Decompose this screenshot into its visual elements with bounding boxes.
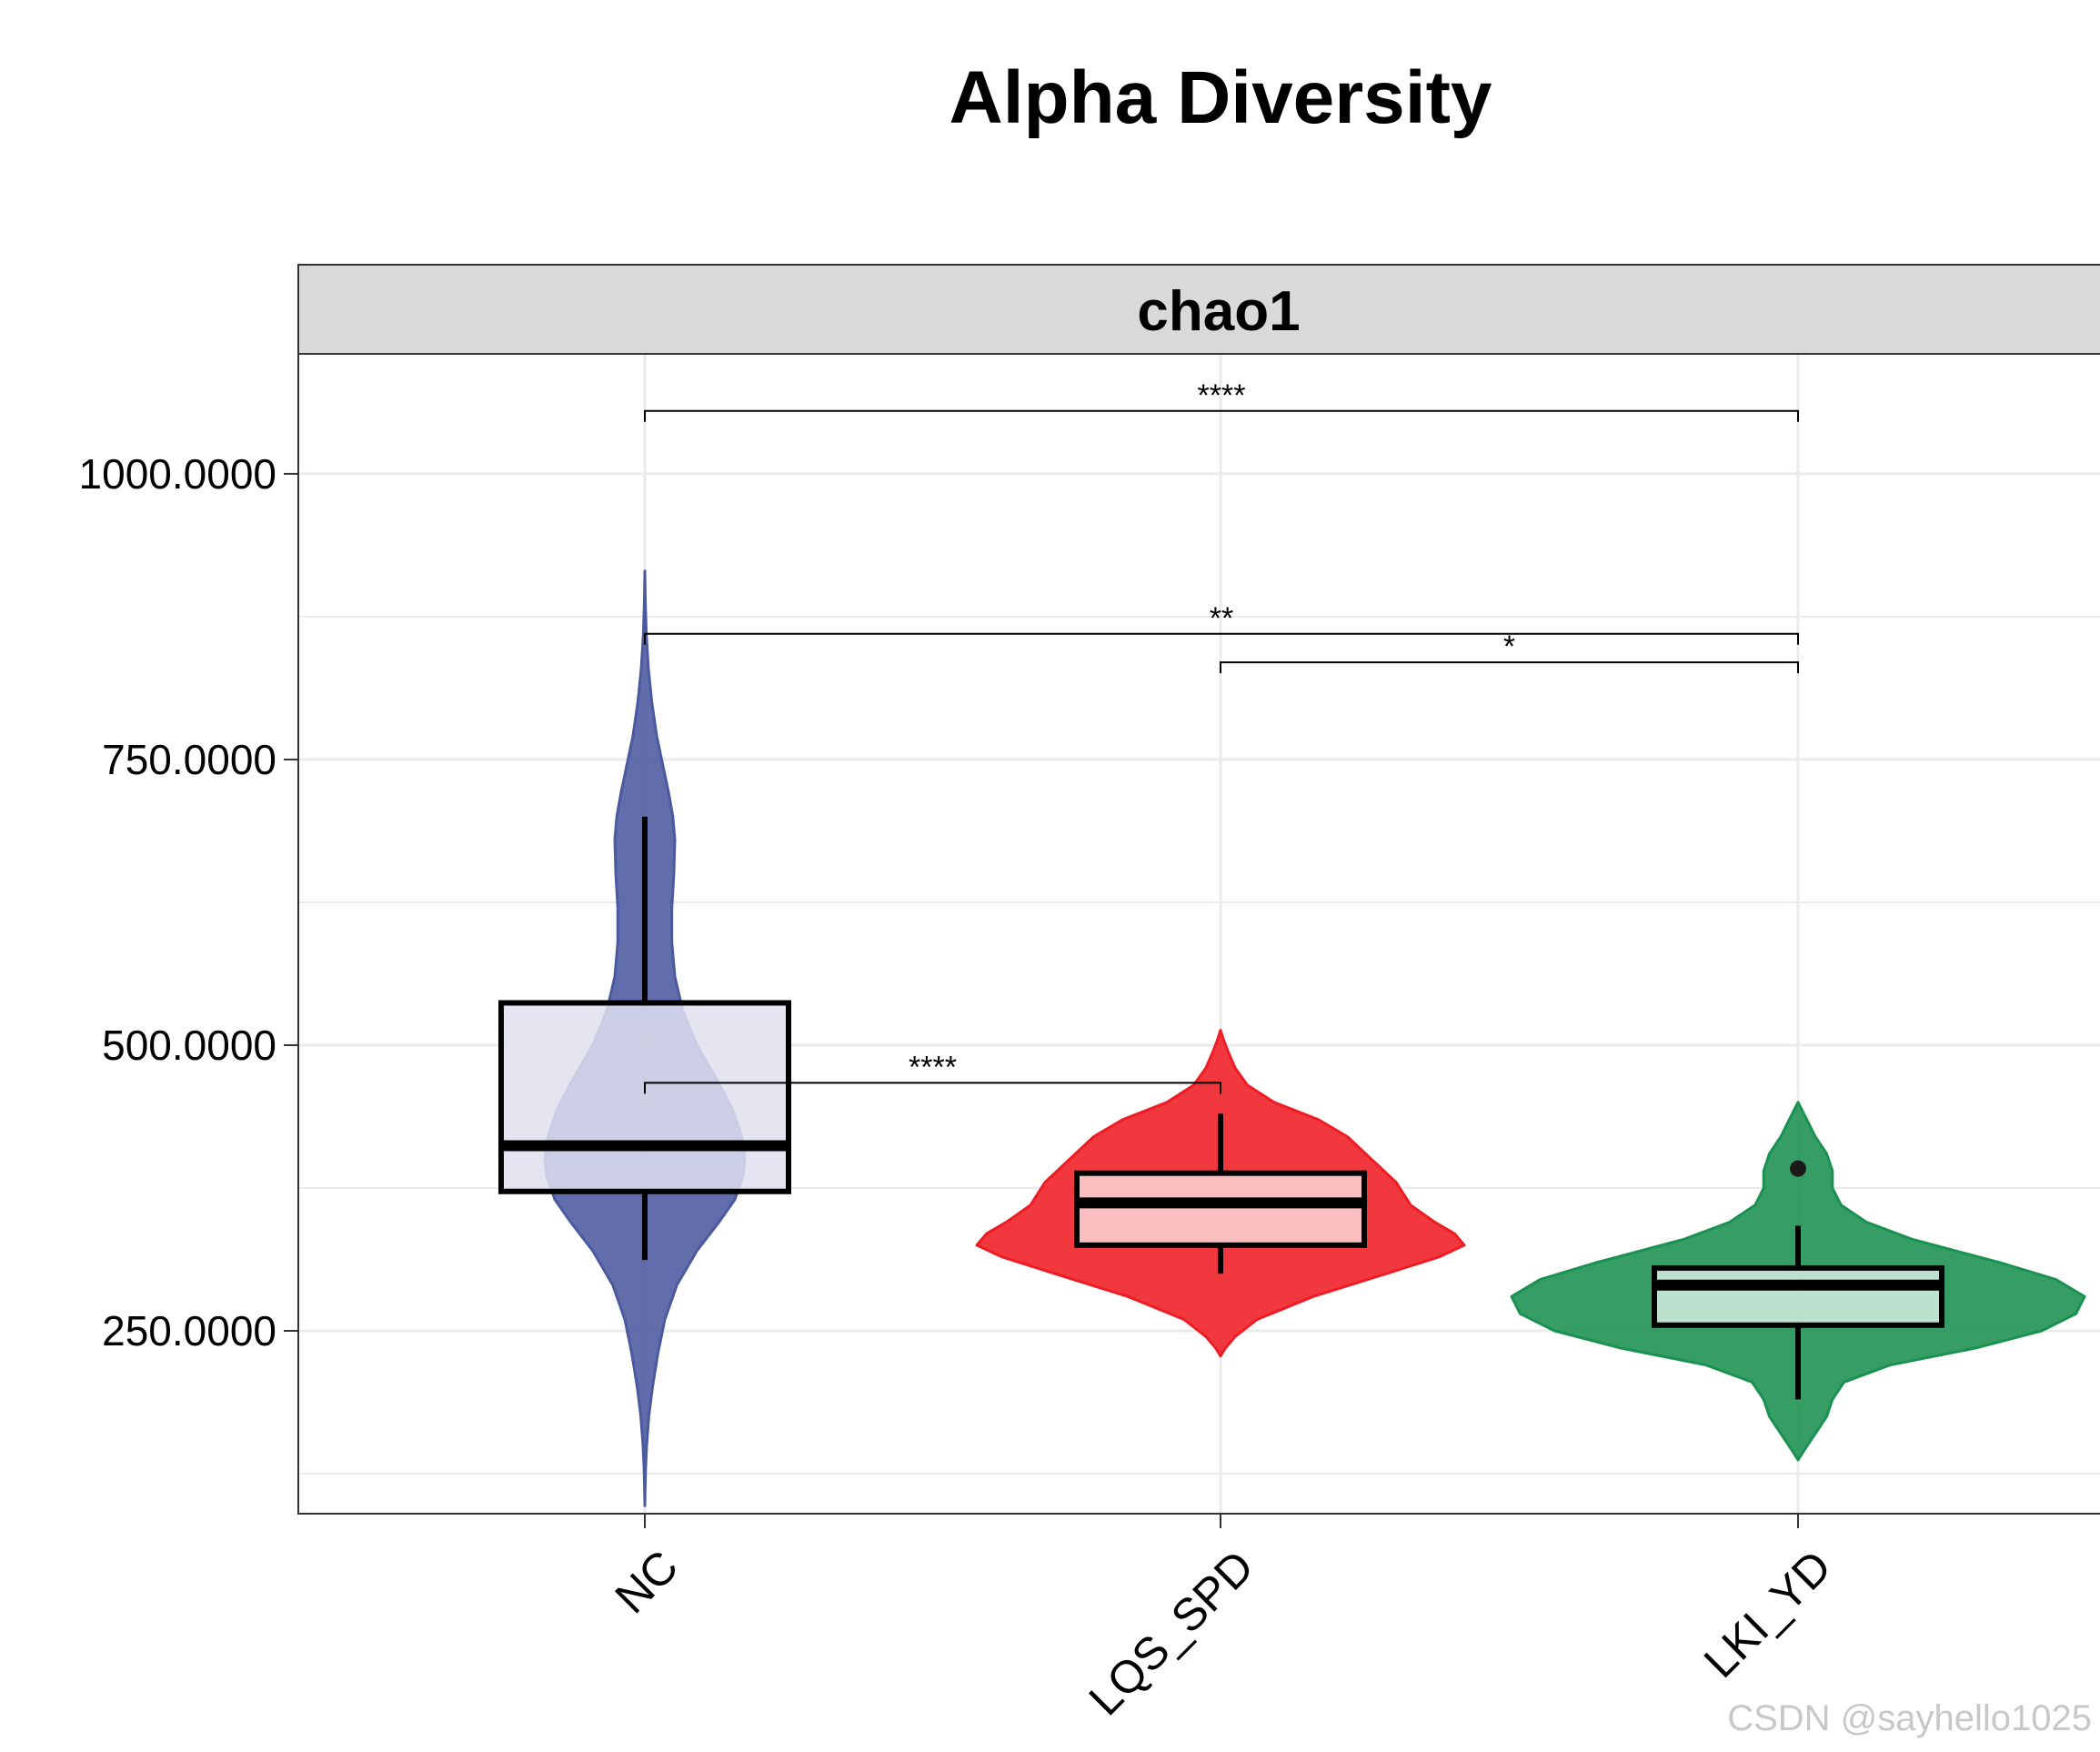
significance-bracket: * <box>1220 629 1799 674</box>
significance-brackets: *********** <box>644 378 1799 1094</box>
significance-label: ** <box>1210 601 1233 636</box>
y-axis: 250.0000 500.0000 750.0000 1000.0000 <box>79 450 298 1354</box>
bracket-line <box>644 409 1799 422</box>
box-iqr <box>498 1000 791 1194</box>
watermark: CSDN @sayhello1025 <box>1727 1698 2092 1738</box>
boxplots <box>498 816 1944 1400</box>
x-tick-label: LKI_YD <box>1694 1541 1841 1687</box>
facet-label: chao1 <box>1137 280 1300 343</box>
x-tick-label: LQS_SPD <box>1080 1541 1264 1726</box>
panel-border <box>297 353 2100 1515</box>
bracket-line <box>644 1082 1221 1094</box>
y-tick-label: 750.0000 <box>102 736 276 783</box>
plot-panel: *********** <box>297 353 2100 1515</box>
significance-bracket: ** <box>644 601 1799 645</box>
significance-bracket: **** <box>644 1050 1221 1094</box>
x-axis: NC LQS_SPD LKI_YD <box>606 1514 1841 1726</box>
y-tick-label: 250.0000 <box>102 1307 276 1354</box>
bracket-line <box>1220 661 1799 674</box>
x-tick-label: NC <box>606 1541 688 1624</box>
significance-label: **** <box>909 1050 957 1084</box>
significance-label: * <box>1503 629 1515 664</box>
boxplot-lki-yd <box>1652 1160 1944 1400</box>
box-iqr <box>1074 1170 1367 1248</box>
significance-bracket: **** <box>644 378 1799 422</box>
box-iqr <box>1652 1264 1944 1328</box>
chart-title: Alpha Diversity <box>950 56 1492 139</box>
facet-strip <box>297 264 2100 355</box>
significance-label: **** <box>1198 378 1246 413</box>
y-tick-label: 1000.0000 <box>79 450 276 498</box>
outlier-point <box>1790 1160 1806 1177</box>
boxplot-lqs-spd <box>1074 1113 1367 1274</box>
bracket-line <box>644 632 1799 645</box>
y-tick-label: 500.0000 <box>102 1022 276 1069</box>
boxplot-nc <box>498 816 791 1261</box>
